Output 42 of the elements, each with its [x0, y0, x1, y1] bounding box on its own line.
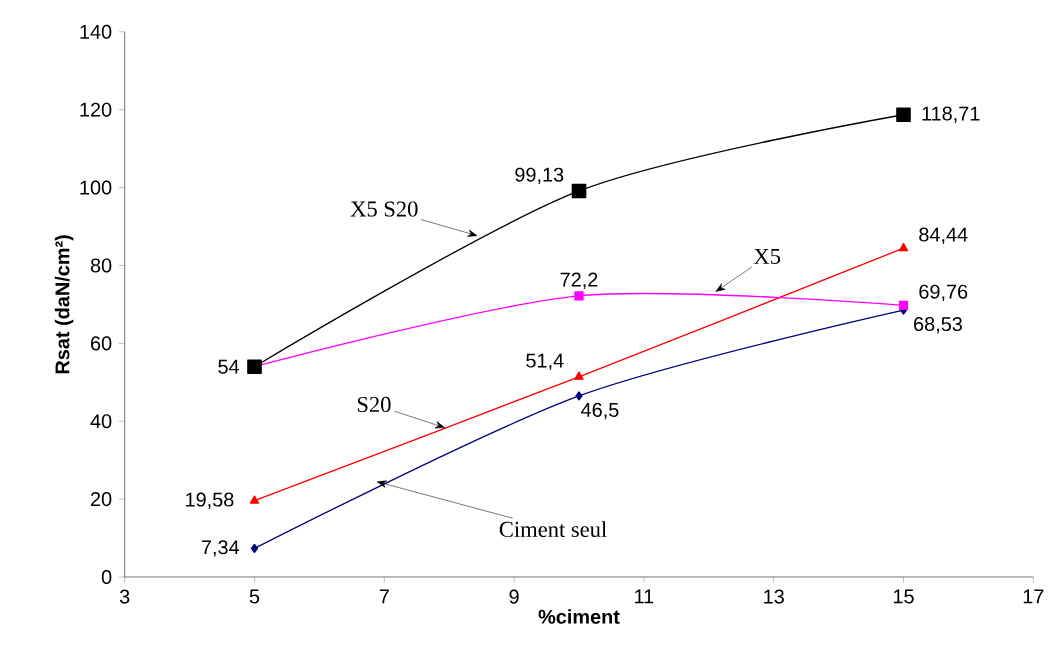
x-tick-label: 5 — [249, 589, 260, 604]
point — [571, 183, 587, 199]
y-tick-label: 140 — [80, 24, 112, 39]
annotation: X5 — [753, 249, 781, 265]
x-axis-title: %ciment — [538, 609, 620, 624]
data-label: 118,71 — [922, 106, 980, 123]
point — [249, 495, 260, 504]
data-label: 51,4 — [526, 353, 564, 370]
point — [574, 291, 584, 301]
x-tick-label: 11 — [635, 589, 654, 604]
y-tick-label: 60 — [91, 336, 112, 351]
y-tick-label: 20 — [91, 492, 112, 507]
y-tick-label: 0 — [101, 570, 112, 585]
point — [250, 543, 259, 554]
point — [898, 242, 909, 252]
data-label: 68,53 — [914, 317, 962, 334]
data-label: 69,76 — [919, 284, 968, 302]
data-label: 19,58 — [186, 492, 234, 510]
point — [898, 300, 909, 311]
x-tick-label: 17 — [1023, 589, 1044, 604]
x-tick-label: 13 — [764, 589, 784, 604]
y-tick-label: 120 — [80, 102, 112, 117]
y-tick-label: 80 — [90, 258, 112, 273]
data-label: 7,34 — [201, 540, 240, 557]
annotation: X5 S20 — [350, 201, 418, 217]
y-axis-title: Rsat (daN/cm²) — [54, 235, 74, 374]
data-label: 99,13 — [515, 167, 564, 185]
data-label: 54 — [218, 359, 240, 374]
x-tick-label: 9 — [509, 589, 519, 604]
data-label: 46,5 — [581, 402, 619, 420]
y-tick-label: 40 — [90, 414, 112, 429]
point — [896, 107, 911, 123]
y-tick-label: 100 — [80, 180, 112, 195]
point — [575, 391, 583, 401]
data-label: 72,2 — [560, 272, 598, 289]
annotation: Ciment seul — [499, 521, 607, 538]
point — [574, 371, 584, 380]
x-tick-label: 7 — [379, 589, 389, 604]
x-tick-label: 15 — [893, 589, 914, 604]
x-tick-label: 3 — [119, 589, 130, 604]
annotation: S20 — [357, 396, 391, 413]
data-label: 84,44 — [919, 227, 968, 244]
